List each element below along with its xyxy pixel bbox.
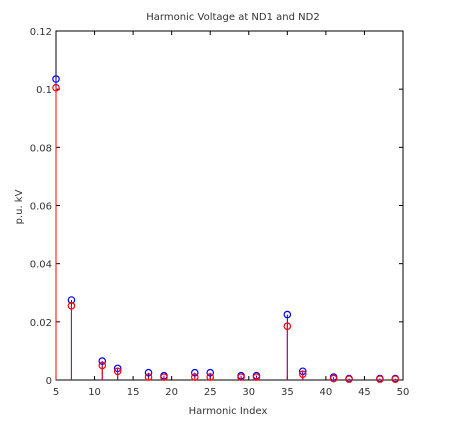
y-tick-label: 0.1 [36,85,52,96]
x-tick-label: 20 [165,387,178,398]
x-axis-label: Harmonic Index [189,406,268,417]
stem-marker [206,373,215,381]
stem-marker [298,370,307,378]
x-tick-label: 45 [358,387,371,398]
x-tick-label: 30 [242,387,255,398]
x-tick-label: 10 [88,387,101,398]
plot-area [55,30,404,381]
x-tick-label: 40 [320,387,333,398]
stem-marker [98,357,107,365]
stem-marker [283,310,292,319]
stem-marker [252,373,261,381]
y-tick-label: 0 [46,376,52,387]
stem-marker [191,368,199,377]
x-tick-label: 5 [53,387,59,398]
y-tick-label: 0.06 [30,202,52,213]
stem-marker [98,361,107,370]
y-tick-label: 0.04 [30,260,52,271]
stem-marker [160,373,168,381]
stem-marker [144,373,153,381]
stem-marker [52,83,60,92]
x-tick-label: 50 [397,387,410,398]
x-tick-label: 15 [127,387,140,398]
stem-marker [113,367,122,376]
stem-marker [376,375,384,383]
stem-marker [329,374,338,383]
y-tick-label: 0.02 [30,318,52,329]
stem-marker [206,368,215,377]
stem-marker [67,302,76,310]
stem-marker [283,322,292,330]
stem-marker [191,373,199,381]
chart-title: Harmonic Voltage at ND1 and ND2 [146,12,319,23]
stem-marker [52,75,60,83]
stem-marker [345,375,353,383]
stem-marker [237,373,245,381]
stem-marker [391,375,400,383]
y-tick-label: 0.08 [30,143,52,154]
y-axis-label: p.u. kV [14,189,25,224]
x-tick-label: 25 [204,387,217,398]
x-tick-label: 35 [281,387,294,398]
y-tick-label: 0.12 [30,27,52,38]
stem-series [52,75,400,383]
stem-marker [144,368,153,377]
